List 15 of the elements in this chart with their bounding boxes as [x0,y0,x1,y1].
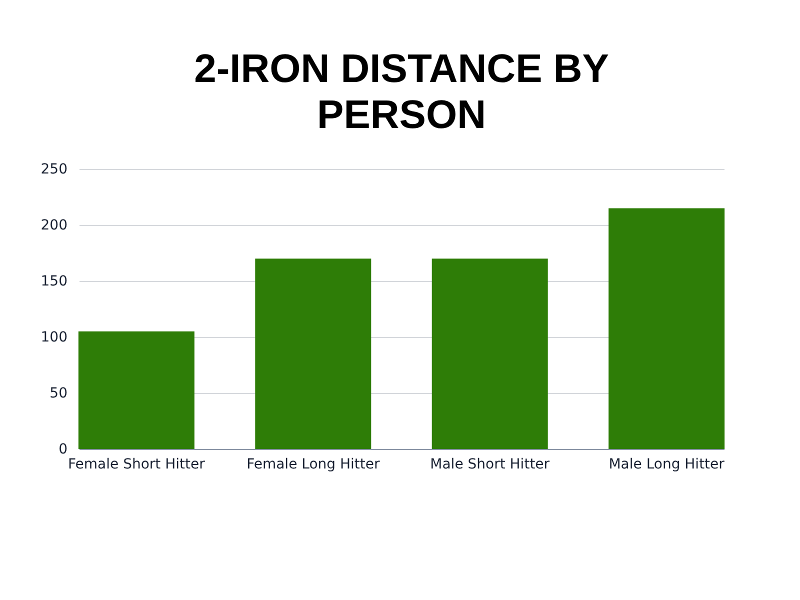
y-tick-label: 200 [40,218,68,234]
y-tick-label: 50 [50,386,68,402]
x-tick-label: Female Short Hitter [68,456,206,472]
y-tick-label: 0 [58,442,68,458]
bar [78,331,194,449]
x-tick-label: Male Short Hitter [430,456,550,472]
bar [608,208,725,449]
y-tick-label: 250 [40,162,68,178]
bar [432,258,548,449]
bar [255,258,372,449]
y-tick-label: 150 [40,274,68,290]
y-tick-label: 100 [40,330,68,346]
x-tick-label: Female Long Hitter [246,456,380,472]
chart-title: 2-IRON DISTANCE BY PERSON [194,47,610,137]
x-tick-label: Male Long Hitter [608,456,725,472]
